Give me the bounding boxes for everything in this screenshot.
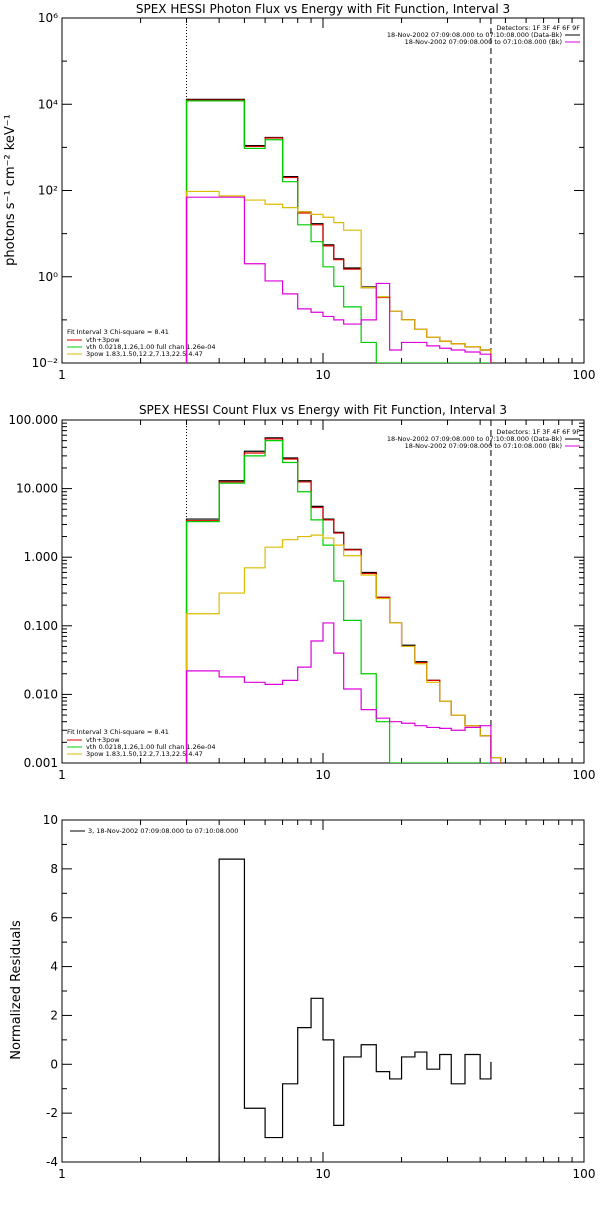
x-tick-label: 10: [315, 368, 330, 382]
y-tick-label: 8: [50, 862, 58, 876]
y-tick-label: 0.010: [24, 687, 58, 701]
plot-frame: [61, 419, 585, 764]
x-axis: 1 10 100: [58, 420, 595, 782]
series-3pow: [185, 190, 492, 363]
x-tick-label: 100: [573, 368, 596, 382]
x-tick-label: 100: [573, 1167, 596, 1181]
x-tick-label: 1: [58, 768, 66, 782]
y-axis: 10⁻² 10⁰ 10² 10⁴ 10⁶: [32, 11, 584, 370]
y-tick-label: 10⁻²: [32, 356, 59, 370]
y-tick-label: 6: [50, 911, 58, 925]
legend-3pow: 3pow 1.83,1.50,12.2,7.13,22.5,4.47: [86, 350, 203, 358]
legend-vth: vth 0.0218,1.26,1.00 full chan 1.26e-04: [86, 343, 216, 351]
y-tick-label: 10⁴: [38, 97, 58, 111]
y-tick-label: 0.100: [24, 619, 58, 633]
y-axis: -4 -2 0 2 4 6 8 10: [43, 813, 584, 1169]
y-tick-label: 0: [50, 1057, 58, 1071]
y-tick-label: -4: [46, 1155, 58, 1169]
y-tick-label: 10.000: [16, 482, 58, 496]
y-axis-label: Normalized Residuals: [9, 920, 24, 1060]
x-tick-label: 100: [573, 768, 596, 782]
y-tick-label: 10⁶: [38, 11, 58, 25]
legend-residuals: 3, 18-Nov-2002 07:09:08.000 to 07:10:08.…: [88, 827, 238, 835]
legend-data-bk: 18-Nov-2002 07:09:08.000 to 07:10:08.000…: [387, 31, 562, 39]
y-tick-label: 100.000: [8, 413, 58, 427]
y-axis: 0.001 0.010 0.100 1.000 10.000 100.000: [8, 413, 584, 770]
series-vth-3pow: [185, 99, 492, 363]
legend-bk: 18-Nov-2002 07:09:08.000 to 07:10:08.000…: [405, 38, 562, 46]
series-3-18-nov-2002-07-09-08-000-to-07-10-08-000: [186, 858, 492, 1162]
photon-flux-panel: SPEX HESSI Photon Flux vs Energy with Fi…: [3, 2, 595, 382]
y-tick-label: 10²: [38, 184, 58, 198]
x-axis: 1 10 100: [58, 18, 595, 382]
x-tick-label: 10: [315, 768, 330, 782]
series-3pow: [185, 534, 502, 763]
legend-detectors: Detectors: 1F 3F 4F 6F 9F: [496, 428, 580, 436]
x-tick-label: 1: [58, 1167, 66, 1181]
legend-vth-3pow: vth+3pow: [86, 736, 120, 744]
y-tick-label: -2: [46, 1106, 58, 1120]
legend-fit-interval: Fit Interval 3 Chi-square = 8.41: [67, 328, 169, 336]
series-bk: [185, 622, 501, 763]
y-axis-label: photons s⁻¹ cm⁻² keV⁻¹: [3, 114, 18, 266]
y-tick-label: 0.001: [24, 756, 58, 770]
x-tick-label: 1: [58, 368, 66, 382]
count-flux-panel: SPEX HESSI Count Flux vs Energy with Fit…: [8, 403, 595, 782]
y-tick-label: 2: [50, 1008, 58, 1022]
plot-frame: [61, 819, 585, 1163]
legend-detectors: Detectors: 1F 3F 4F 6F 9F: [496, 24, 580, 32]
y-tick-label: 4: [50, 960, 58, 974]
y-tick-label: 10: [43, 813, 58, 827]
chart-title: SPEX HESSI Count Flux vs Energy with Fit…: [139, 403, 507, 417]
y-tick-label: 10⁰: [38, 270, 58, 284]
legend-data-bk: 18-Nov-2002 07:09:08.000 to 07:10:08.000…: [387, 435, 562, 443]
legend-bk: 18-Nov-2002 07:09:08.000 to 07:10:08.000…: [405, 442, 562, 450]
series-vth: [185, 100, 491, 363]
series-data-bk: [185, 98, 492, 363]
series-vth: [185, 440, 501, 763]
legend-3pow: 3pow 1.83,1.50,12.2,7.13,22.5,4.47: [86, 750, 203, 758]
plot-frame: [61, 17, 585, 364]
residuals-panel: Normalized Residuals 3, 18-Nov-2002 07:0…: [9, 813, 595, 1181]
x-tick-label: 10: [315, 1167, 330, 1181]
chart-title: SPEX HESSI Photon Flux vs Energy with Fi…: [136, 2, 510, 16]
series-bk: [185, 196, 492, 363]
legend-vth-3pow: vth+3pow: [86, 336, 120, 344]
y-tick-label: 1.000: [24, 550, 58, 564]
legend-fit-interval: Fit Interval 3 Chi-square = 8.41: [67, 728, 169, 736]
legend-vth: vth 0.0218,1.26,1.00 full chan 1.26e-04: [86, 743, 216, 751]
x-axis: 1 10 100: [58, 820, 595, 1181]
